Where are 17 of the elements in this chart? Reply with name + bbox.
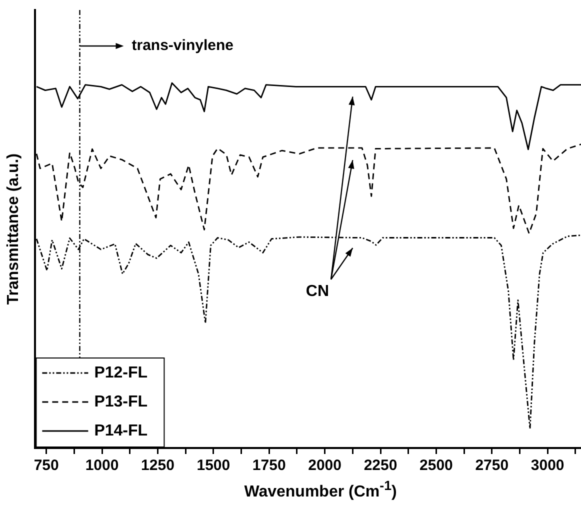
y-axis-title: Transmittance (a.u.) xyxy=(5,153,22,305)
legend-label: P14-FL xyxy=(94,422,148,440)
x-tick-label: 2250 xyxy=(364,457,398,474)
x-tick-label: 2000 xyxy=(308,457,342,474)
annotation: CN xyxy=(306,282,330,300)
x-tick-label: 1250 xyxy=(141,457,174,474)
legend-label: P13-FL xyxy=(94,393,148,410)
x-tick-label: 2750 xyxy=(475,457,509,474)
x-axis-title: Wavenumber (Cm$^{-1}$) xyxy=(243,478,398,502)
x-tick-label: 1000 xyxy=(85,457,119,474)
x-tick-label: 2500 xyxy=(420,457,453,474)
x-tick-label: 1750 xyxy=(252,457,286,474)
x-tick-label: 3000 xyxy=(530,457,564,474)
legend-label: P12-FL xyxy=(94,364,148,382)
ref-line-label: trans-vinylene xyxy=(132,37,234,54)
x-tick-label: 1500 xyxy=(196,457,230,474)
x-tick-label: 750 xyxy=(34,457,59,474)
